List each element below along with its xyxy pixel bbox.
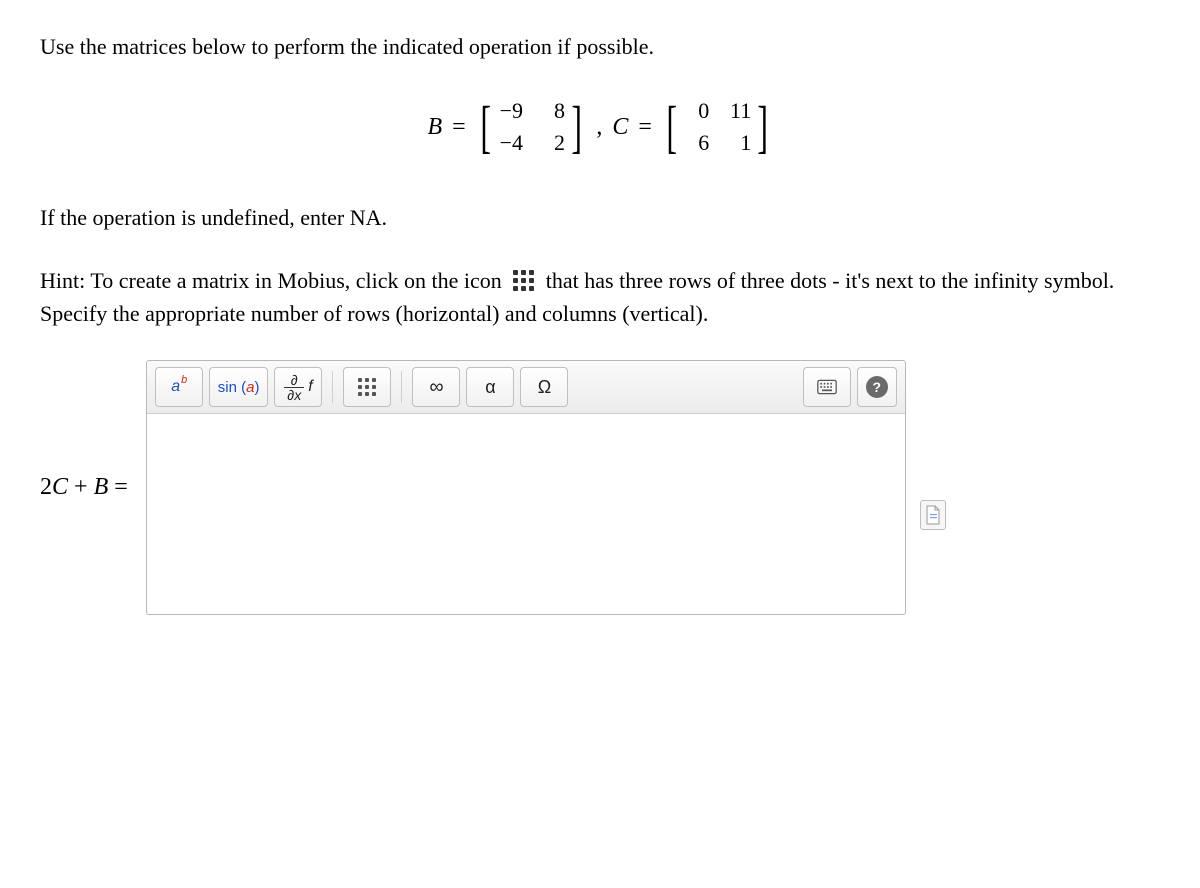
hint-text: Hint: To create a matrix in Mobius, clic… — [40, 264, 1160, 330]
help-button[interactable]: ? — [857, 367, 897, 407]
document-icon — [925, 505, 941, 525]
expression-label: 2C + B = — [40, 474, 128, 501]
keyboard-icon — [817, 379, 837, 395]
exponent-button[interactable]: ab — [155, 367, 203, 407]
matrix-definitions: B = [ −9 8 −4 2 ] , C = [ 0 11 6 1 ] — [40, 98, 1160, 156]
greek-upper-button[interactable]: Ω — [520, 367, 568, 407]
trig-button[interactable]: sin (a) — [209, 367, 269, 407]
answer-input[interactable] — [147, 414, 905, 614]
matrix-icon — [513, 270, 534, 291]
equation-editor: ab sin (a) ∂ ∂x f — [146, 360, 906, 615]
infinity-button[interactable]: ∞ — [412, 367, 460, 407]
matrix-c-label: C — [612, 114, 628, 141]
toolbar-separator — [332, 371, 333, 403]
matrix-b: [ −9 8 −4 2 ] — [476, 98, 587, 156]
undefined-note: If the operation is undefined, enter NA. — [40, 201, 1160, 234]
matrix-dots-icon — [358, 378, 376, 396]
editor-toolbar: ab sin (a) ∂ ∂x f — [147, 361, 905, 414]
greek-lower-button[interactable]: α — [466, 367, 514, 407]
preview-button[interactable] — [920, 500, 946, 530]
matrix-c: [ 0 11 6 1 ] — [662, 98, 773, 156]
toolbar-separator — [401, 371, 402, 403]
matrix-separator: , — [596, 114, 602, 141]
help-icon: ? — [866, 376, 888, 398]
intro-text: Use the matrices below to perform the in… — [40, 30, 1160, 63]
keyboard-button[interactable] — [803, 367, 851, 407]
derivative-button[interactable]: ∂ ∂x f — [274, 367, 322, 407]
matrix-button[interactable] — [343, 367, 391, 407]
matrix-b-label: B — [427, 114, 442, 141]
